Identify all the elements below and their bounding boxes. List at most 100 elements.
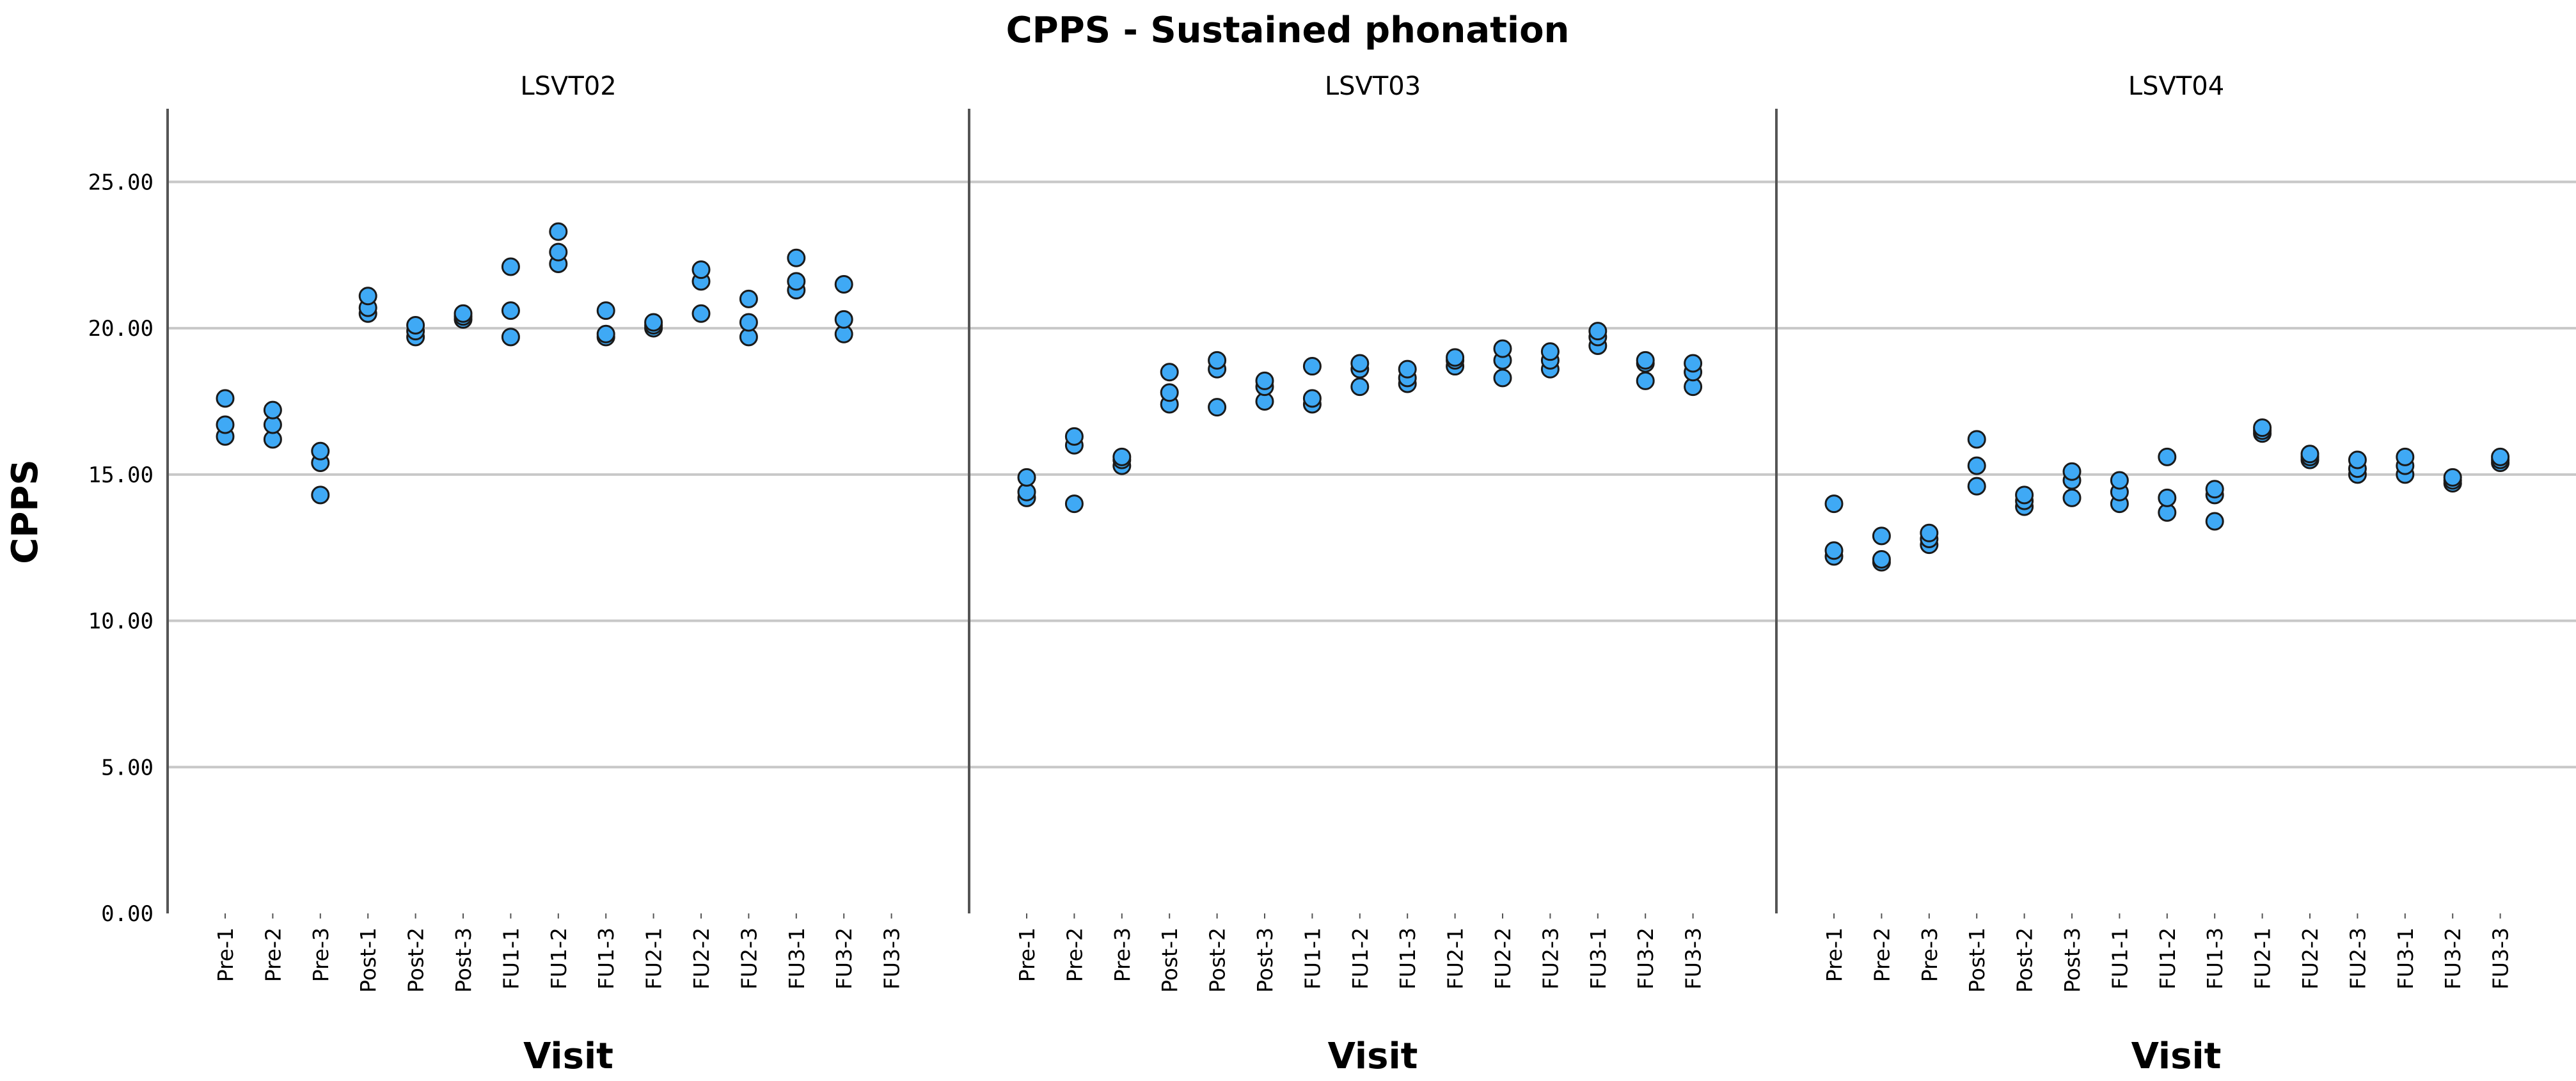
data-point	[311, 485, 330, 505]
data-point	[2110, 471, 2129, 490]
data-point	[1302, 389, 1322, 408]
x-tick-label: FU2-2	[1490, 927, 1515, 990]
x-tick-label: FU3-2	[1633, 927, 1658, 990]
data-point	[1967, 456, 1986, 475]
x-tick-label: Post-1	[1964, 927, 1989, 993]
data-point	[2158, 447, 2177, 466]
data-point	[1684, 354, 1703, 373]
x-tick-label: FU2-3	[1538, 927, 1563, 990]
panel-lsvt03: LSVT03 Pre-1 Pre-2 Pre-3 Post-1 Post-2 Post-3 F…	[968, 72, 1776, 1077]
x-tick-label: Pre-1	[213, 927, 238, 982]
data-point	[549, 222, 568, 241]
x-tick-label: FU3-3	[880, 927, 905, 990]
chart-title: CPPS - Sustained phonation	[1006, 10, 1570, 51]
data-point	[1302, 357, 1322, 376]
data-point	[406, 316, 425, 335]
data-point	[2491, 447, 2510, 466]
data-point	[787, 272, 806, 291]
y-tick-label: 20.00	[88, 316, 154, 342]
x-tick-label: FU1-1	[2107, 927, 2132, 990]
x-tick-label: Pre-1	[1822, 927, 1847, 982]
data-point	[1967, 477, 1986, 496]
data-point	[1588, 322, 1608, 341]
data-point	[2205, 512, 2224, 531]
data-point	[691, 304, 711, 323]
x-tick-label: FU1-2	[546, 927, 571, 990]
x-tick-label: Pre-3	[1110, 927, 1135, 982]
x-tick-label: FU3-1	[2393, 927, 2418, 990]
y-tick-label: 10.00	[88, 609, 154, 635]
x-tick-label: Pre-2	[1869, 927, 1894, 982]
data-point	[2062, 488, 2082, 507]
data-point	[1208, 351, 1227, 370]
data-point	[834, 274, 853, 294]
panel-title: LSVT04	[2128, 72, 2224, 101]
x-tick-label: Pre-3	[1917, 927, 1942, 982]
panels-layer: 0.00 5.00 10.00 15.00 20.00 25.00 LSVT02 Pre-1 P…	[88, 72, 2576, 1077]
data-point	[216, 415, 235, 434]
data-point	[691, 260, 711, 280]
x-tick-label: FU1-2	[1348, 927, 1373, 990]
data-point	[311, 441, 330, 461]
x-tick-label: FU3-1	[784, 927, 809, 990]
panel-title: LSVT03	[1325, 72, 1421, 101]
x-tick-label: FU3-3	[1681, 927, 1706, 990]
data-point	[454, 304, 473, 323]
data-point	[1493, 339, 1512, 358]
data-point	[2062, 462, 2082, 481]
data-point	[787, 248, 806, 267]
data-point	[2348, 450, 2367, 469]
data-point	[1112, 447, 1132, 466]
x-tick-label: FU2-2	[689, 927, 714, 990]
data-point	[1967, 430, 1986, 449]
data-point	[2205, 480, 2224, 499]
x-tick-label: FU2-1	[1443, 927, 1468, 990]
data-point	[1636, 351, 1655, 370]
data-point	[1350, 354, 1370, 373]
data-point	[1160, 363, 1179, 382]
x-tick-label: FU2-2	[2298, 927, 2323, 990]
data-point	[1824, 494, 1844, 514]
y-tick-label: 5.00	[101, 755, 154, 780]
data-point	[358, 287, 377, 306]
data-point	[501, 301, 520, 320]
data-point	[2015, 485, 2034, 505]
x-tick-label: FU3-3	[2488, 927, 2513, 990]
data-point	[2443, 468, 2462, 487]
data-point	[2300, 445, 2319, 464]
y-tick-label: 0.00	[101, 901, 154, 927]
x-tick-label: Pre-3	[308, 927, 333, 982]
data-point	[1398, 359, 1417, 379]
x-tick-label: Pre-2	[260, 927, 285, 982]
panel-lsvt04: LSVT04 Pre-1 Pre-2 Pre-3 Post-1 Post-2 Post-3 F…	[1775, 72, 2576, 1077]
panel-lsvt02: LSVT02 Pre-1 Pre-2 Pre-3 Post-1 Post-2 Post-3 F…	[166, 72, 969, 1077]
data-point	[1208, 398, 1227, 417]
data-point	[1446, 348, 1465, 367]
data-point	[2253, 418, 2272, 438]
data-point	[216, 389, 235, 408]
y-tick-label: 15.00	[88, 462, 154, 488]
x-tick-label: Pre-2	[1062, 927, 1087, 982]
x-tick-label: FU3-2	[832, 927, 857, 990]
data-point	[644, 313, 663, 332]
data-point	[263, 400, 282, 420]
x-axis-label: Visit	[2131, 1036, 2222, 1077]
data-point	[1017, 468, 1036, 487]
y-axis-label: CPPS	[4, 459, 46, 564]
x-tick-label: FU2-3	[736, 927, 761, 990]
data-point	[739, 289, 758, 308]
x-tick-label: Post-3	[1252, 927, 1277, 993]
x-tick-label: FU1-1	[1300, 927, 1325, 990]
data-point	[596, 324, 615, 343]
data-point	[1872, 549, 1891, 569]
x-axis-label: Visit	[1328, 1036, 1418, 1077]
x-tick-label: Pre-1	[1015, 927, 1039, 982]
data-point	[1824, 541, 1844, 560]
data-point	[501, 257, 520, 276]
x-tick-label: Post-2	[1205, 927, 1230, 993]
data-point	[1920, 523, 1939, 542]
x-tick-label: Post-3	[2060, 927, 2085, 993]
data-point	[739, 313, 758, 332]
data-point	[2396, 447, 2415, 466]
